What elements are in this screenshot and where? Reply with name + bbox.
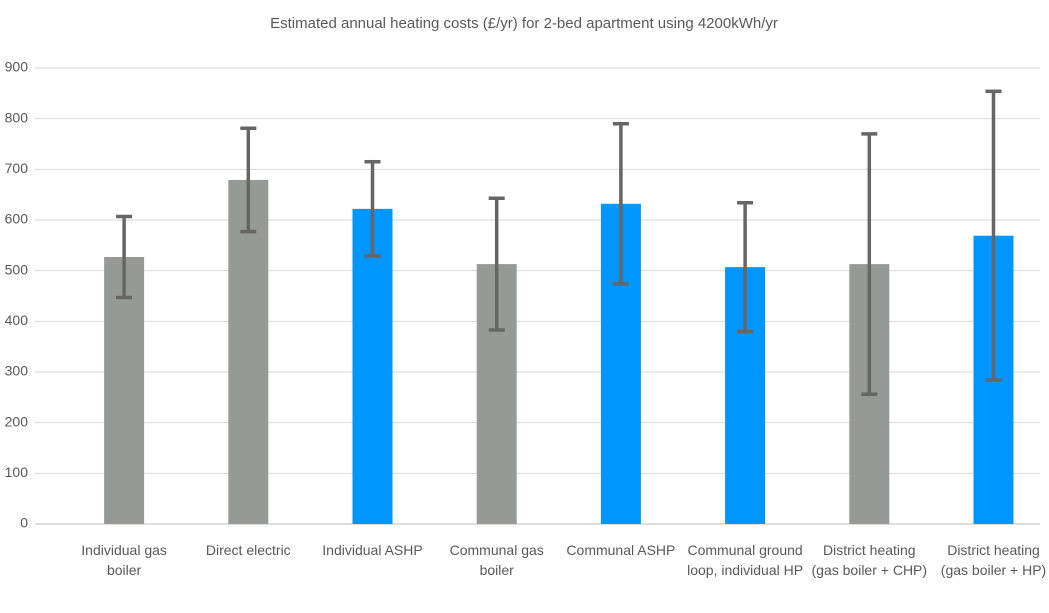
y-tick-label: 300 — [5, 363, 29, 379]
bar — [352, 208, 393, 524]
error-bar — [240, 126, 257, 234]
y-tick-label: 200 — [5, 413, 29, 429]
error-bar — [364, 159, 381, 258]
y-tick-label: 900 — [5, 59, 29, 75]
y-tick-label: 100 — [5, 464, 29, 480]
x-tick-label: District heating (gas boiler + CHP) — [811, 542, 928, 578]
y-tick-label: 400 — [5, 312, 29, 328]
y-tick-label: 700 — [5, 160, 29, 176]
error-bar — [488, 196, 505, 332]
error-bar — [612, 121, 629, 286]
y-tick-label: 800 — [5, 109, 29, 125]
error-bar — [737, 201, 754, 334]
y-tick-label: 0 — [20, 515, 28, 531]
x-tick-label: Communal ground loop, individual HP — [687, 542, 804, 578]
x-tick-label: District heating (gas boiler + HP) — [940, 542, 1047, 578]
x-tick-label: Communal gas boiler — [449, 542, 544, 578]
chart-title: Estimated annual heating costs (£/yr) fo… — [270, 15, 778, 32]
error-bar — [116, 214, 133, 300]
x-tick-label: Individual ASHP — [322, 542, 423, 558]
bar — [104, 256, 145, 524]
x-tick-label: Individual gas boiler — [81, 542, 167, 578]
error-bar — [985, 89, 1002, 382]
y-tick-label: 500 — [5, 261, 29, 277]
y-tick-label: 600 — [5, 211, 29, 227]
bar — [228, 179, 269, 524]
error-bar — [861, 132, 878, 397]
x-tick-label: Direct electric — [205, 542, 291, 558]
x-tick-label: Communal ASHP — [566, 542, 676, 558]
